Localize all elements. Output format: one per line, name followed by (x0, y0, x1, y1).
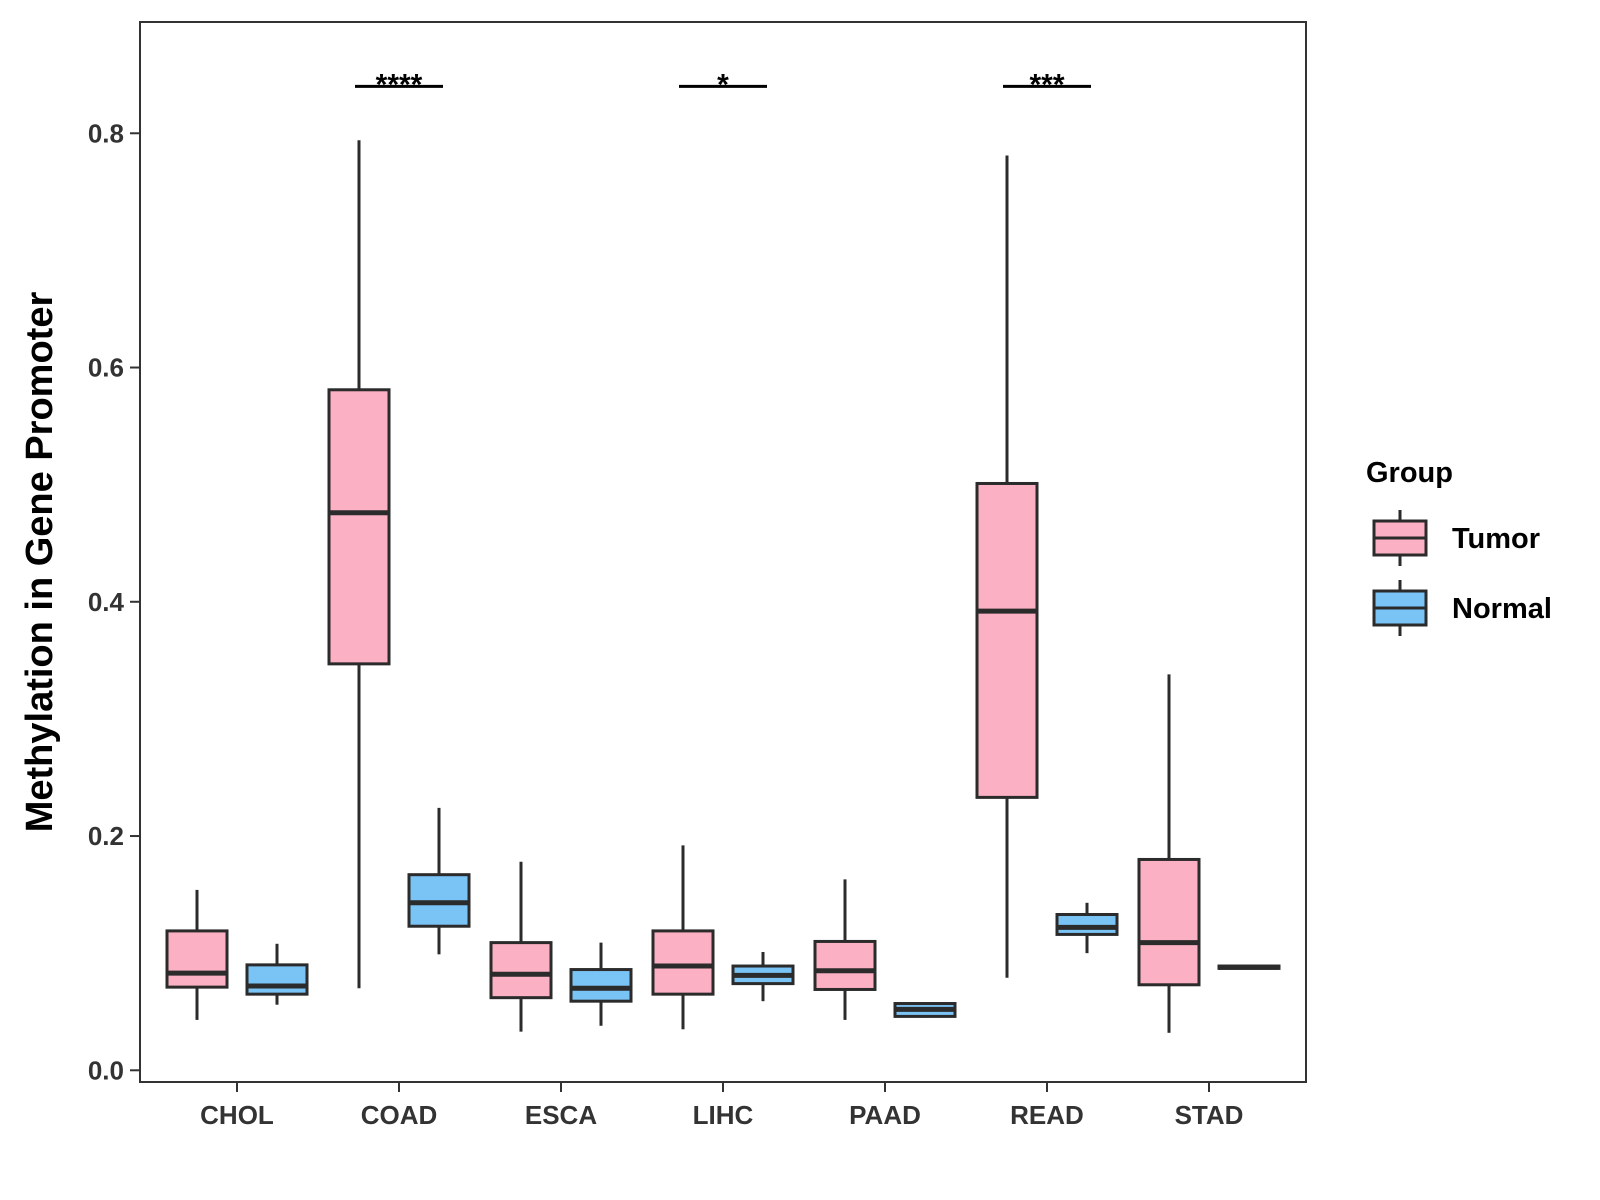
box-tumor-chol (165, 889, 229, 1020)
axis-layer: 0.0 0.2 0.4 0.6 0.8 CHOL COAD ESCA LIHC PAAD READ S… (88, 118, 1244, 1130)
box-iqr (489, 941, 553, 1000)
box-tumor-read (975, 155, 1039, 978)
box-iqr (1137, 857, 1201, 987)
legend: Group Tumor Normal (1366, 457, 1552, 636)
legend-label-tumor: Tumor (1452, 523, 1540, 555)
legend-item-tumor: Tumor (1372, 510, 1540, 566)
box-normal-lihc (731, 951, 795, 1002)
legend-item-normal: Normal (1372, 580, 1552, 636)
significance-label: *** (1029, 68, 1064, 101)
box-normal-paad (893, 1002, 957, 1018)
y-tick-label: 0.2 (88, 821, 124, 851)
x-tick-label: LIHC (693, 1100, 754, 1130)
y-tick-label: 0.6 (88, 353, 124, 383)
box-tumor-stad (1137, 674, 1201, 1033)
x-tick-label: CHOL (200, 1100, 274, 1130)
plot-layer: **** * *** (165, 68, 1281, 1033)
y-tick-label: 0.0 (88, 1055, 124, 1085)
legend-label-normal: Normal (1452, 593, 1552, 625)
box-iqr (975, 481, 1039, 799)
x-tick-label: COAD (361, 1100, 438, 1130)
box-normal-coad (407, 807, 471, 955)
box-iqr (569, 968, 633, 1003)
box-iqr (1055, 913, 1119, 936)
x-tick-label: PAAD (849, 1100, 921, 1130)
significance-coad: **** (355, 68, 443, 101)
legend-title: Group (1366, 457, 1453, 489)
y-axis-title: Methylation in Gene Promoter (19, 292, 61, 833)
box-iqr (327, 388, 391, 666)
significance-read: *** (1003, 68, 1091, 101)
box-normal-read (1055, 902, 1119, 954)
y-tick-label: 0.8 (88, 118, 124, 148)
significance-lihc: * (679, 68, 767, 101)
x-tick-label: READ (1010, 1100, 1084, 1130)
x-tick-label: STAD (1175, 1100, 1244, 1130)
significance-label: **** (376, 68, 423, 101)
x-tick-label: ESCA (525, 1100, 597, 1130)
box-normal-esca (569, 942, 633, 1026)
box-tumor-lihc (651, 845, 715, 1030)
box-iqr (165, 929, 229, 989)
box-normal-stad (1217, 964, 1281, 970)
significance-label: * (717, 68, 729, 101)
box-iqr (813, 939, 877, 991)
box-normal-chol (245, 943, 309, 1005)
box-iqr (245, 963, 309, 996)
box-iqr (651, 929, 715, 996)
box-tumor-esca (489, 861, 553, 1032)
box-tumor-paad (813, 879, 877, 1020)
y-tick-label: 0.4 (88, 587, 125, 617)
box-tumor-coad (327, 140, 391, 989)
